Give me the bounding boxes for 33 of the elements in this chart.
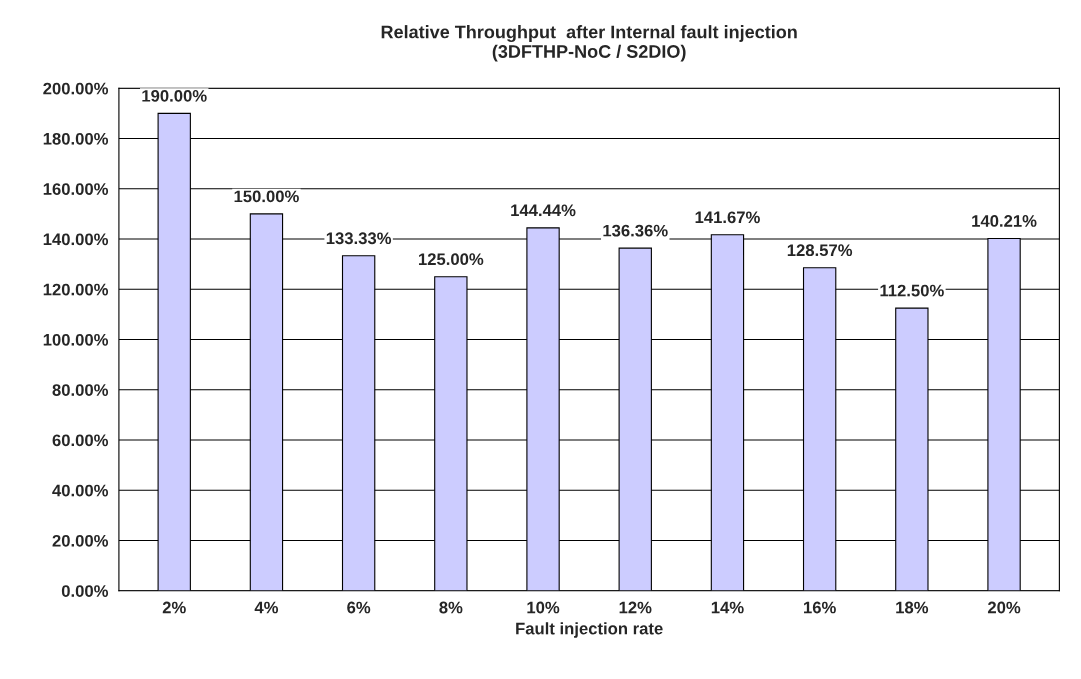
data-label: 150.00% [234,190,299,203]
y-tick-label: 0.00% [61,585,109,597]
x-axis-title: Fault injection rate [516,622,663,638]
x-tick-label: 16% [804,601,836,614]
y-tick-label: 80.00% [52,384,109,396]
x-tick-label: 14% [711,601,744,614]
data-label: 190.00% [142,89,207,102]
x-tick-label: 8% [439,601,463,614]
data-label: 125.00% [418,253,484,266]
x-tick-label: 20% [987,601,1021,614]
y-tick-label: 40.00% [52,484,109,497]
x-tick-label: 4% [254,601,279,614]
data-label: 136.36% [603,224,668,237]
data-label: 144.44% [511,204,576,217]
y-tick-label: 180.00% [43,132,109,145]
y-tick-label: 140.00% [43,233,109,246]
y-tick-label: 200.00% [43,82,109,95]
y-tick-label: 120.00% [43,283,109,296]
x-tick-label: 2% [162,601,186,614]
chart-title: Relative Throughput after Internal fault injection (3DFTHP-NoC / S2DIO) [381,25,797,62]
x-tick-label: 6% [347,601,371,614]
data-label: 128.57% [787,244,853,257]
y-tick-label: 100.00% [43,333,109,346]
data-label: 112.50% [880,284,944,297]
x-tick-label: 18% [896,601,929,614]
x-tick-label: 10% [527,601,560,614]
data-label: 140.21% [972,215,1037,227]
data-label: 133.33% [326,232,392,245]
y-tick-label: 160.00% [43,183,109,195]
data-label: 141.67% [695,211,760,224]
y-tick-label: 20.00% [52,534,109,547]
y-tick-label: 60.00% [52,434,109,447]
x-tick-label: 12% [619,601,652,614]
